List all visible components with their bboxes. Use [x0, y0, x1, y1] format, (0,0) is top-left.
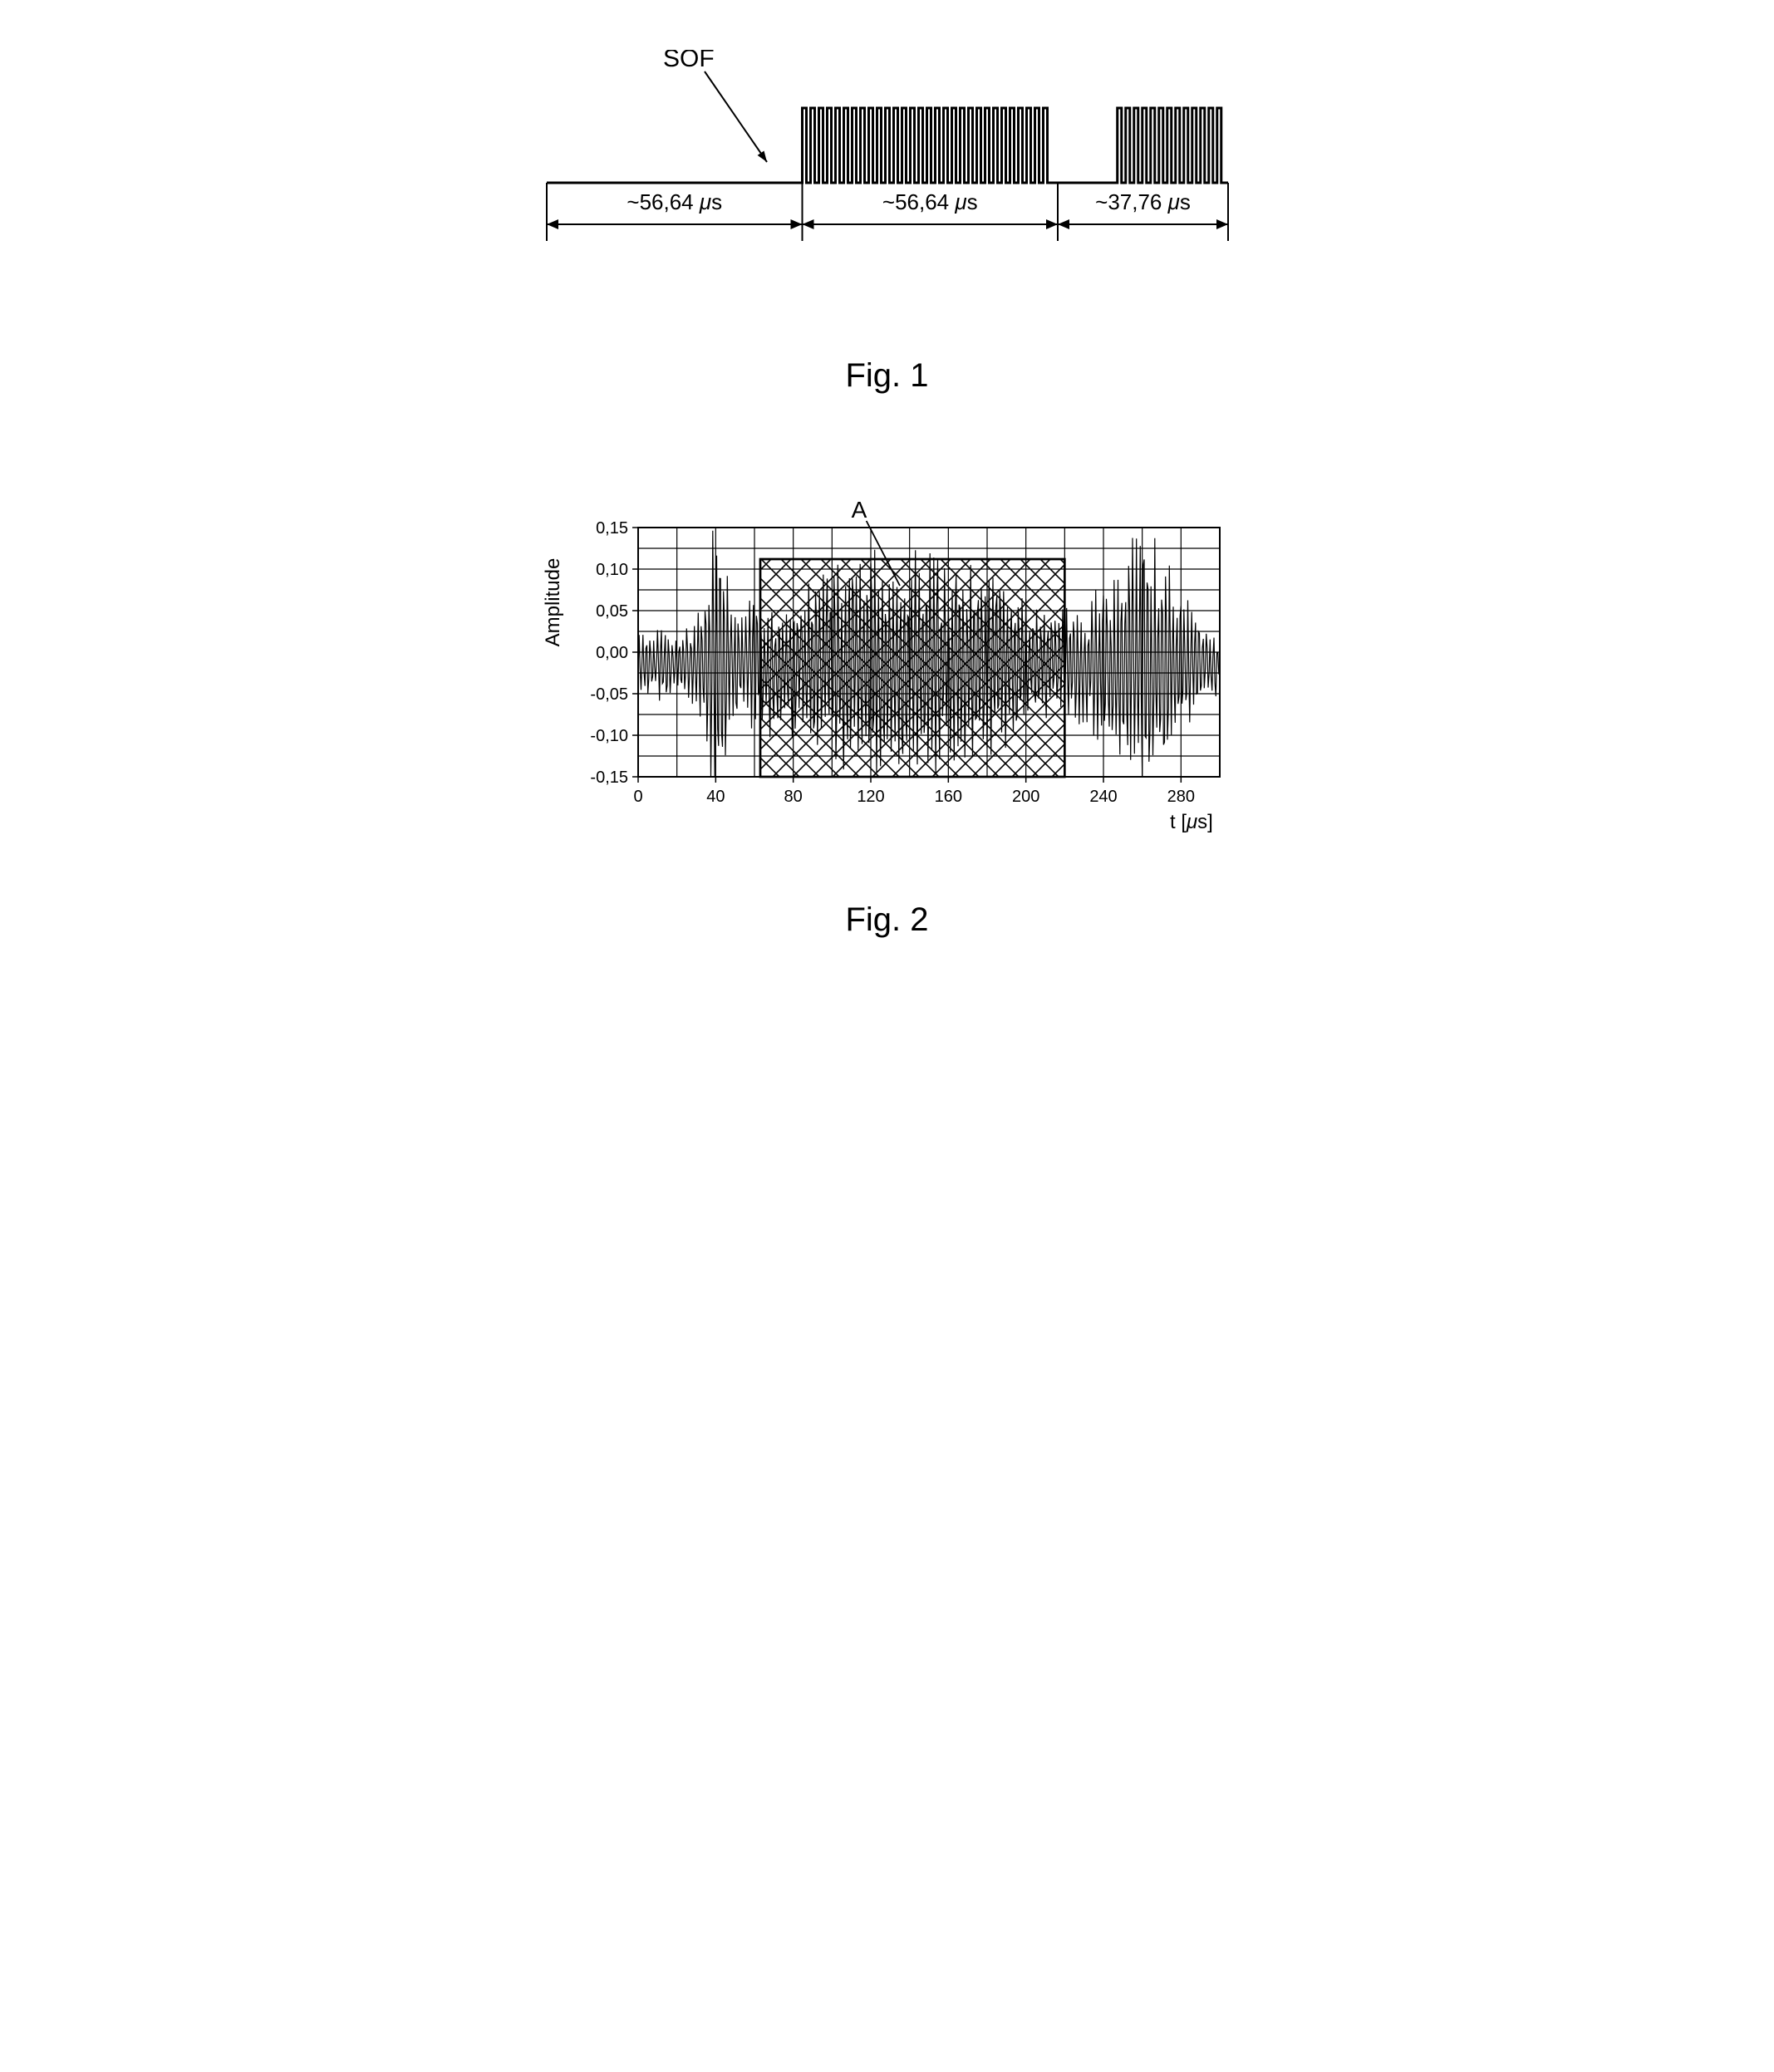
fig2-xtick-label: 80	[784, 788, 802, 806]
fig2-region-label: A	[851, 497, 867, 523]
fig1-svg: SOF ~56,64 μs ~56,64 μs ~37,76 μs	[497, 50, 1278, 316]
fig2-caption: Fig. 2	[472, 901, 1303, 939]
fig2-xlabel: t [μs]	[1170, 811, 1213, 833]
fig2-ytick-label: -0,10	[590, 727, 628, 745]
fig1-caption: Fig. 1	[472, 357, 1303, 395]
fig1-dim-2-lhead	[1058, 219, 1069, 229]
fig1-dim-0-lhead	[547, 219, 558, 229]
fig2-xtick-label: 200	[1011, 788, 1039, 806]
fig2-xtick-label: 280	[1167, 788, 1194, 806]
fig2-ylabel: Amplitude	[542, 558, 564, 647]
fig1-dim-1-lhead	[802, 219, 813, 229]
fig1-signal	[547, 108, 1228, 183]
fig1-dim-0-rhead	[790, 219, 802, 229]
sof-label: SOF	[663, 50, 715, 72]
sof-arrow-line	[705, 71, 767, 162]
fig2-xtick-label: 0	[633, 788, 642, 806]
fig2-xtick-label: 160	[934, 788, 961, 806]
figure-1: SOF ~56,64 μs ~56,64 μs ~37,76 μs Fig. 1	[472, 50, 1303, 395]
fig2-ytick-label: 0,10	[596, 561, 628, 579]
fig1-dim-1-label: ~56,64 μs	[882, 189, 977, 214]
fig2-ytick-label: 0,00	[596, 644, 628, 662]
fig1-dim-2-label: ~37,76 μs	[1095, 189, 1191, 214]
fig1-dim-2-rhead	[1216, 219, 1228, 229]
fig2-xtick-label: 40	[706, 788, 725, 806]
fig2-svg: 0 40 80 120 160 200 240 280 -0,15 -0,10 -0,05 0,00 0…	[497, 494, 1278, 860]
fig2-xtick-label: 120	[857, 788, 884, 806]
fig1-dim-1-rhead	[1046, 219, 1058, 229]
fig2-xtick-label: 240	[1089, 788, 1117, 806]
page-container: SOF ~56,64 μs ~56,64 μs ~37,76 μs Fig. 1 0 4…	[472, 50, 1303, 939]
sof-arrow-head	[757, 150, 766, 162]
fig2-ytick-label: -0,15	[590, 768, 628, 787]
figure-2: 0 40 80 120 160 200 240 280 -0,15 -0,10 -0,05 0,00 0…	[472, 494, 1303, 939]
fig2-ytick-label: 0,15	[596, 519, 628, 538]
fig1-dim-0-label: ~56,64 μs	[627, 189, 722, 214]
fig2-ytick-label: 0,05	[596, 602, 628, 621]
fig2-ytick-label: -0,05	[590, 685, 628, 704]
